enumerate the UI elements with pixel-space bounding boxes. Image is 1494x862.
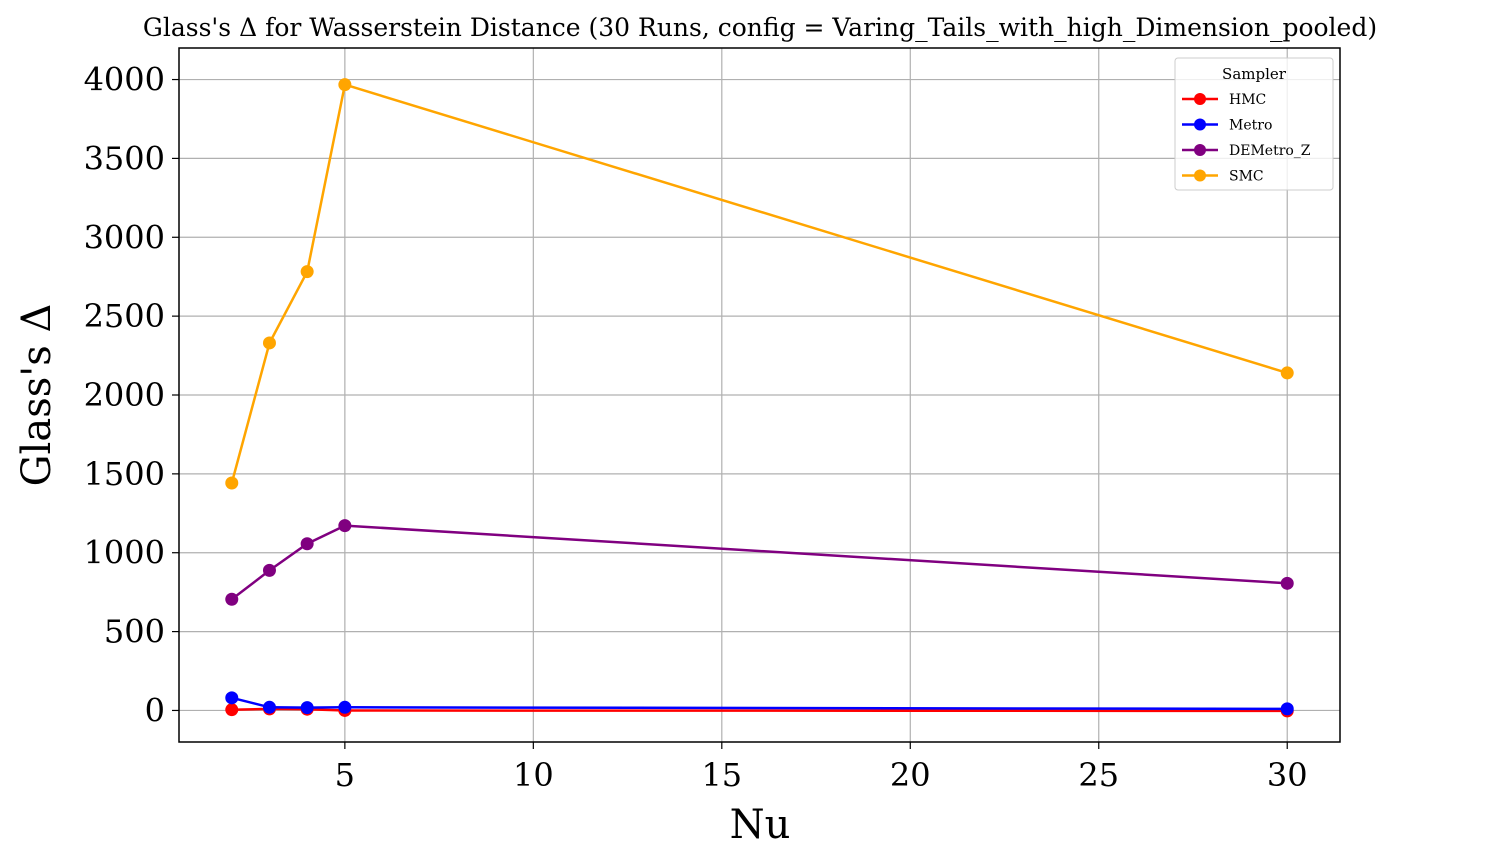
x-tick-label: 25 (1078, 756, 1119, 794)
data-point-demetro-z (262, 563, 276, 577)
x-tick-label: 15 (701, 756, 742, 794)
series-hmc (225, 702, 1294, 718)
data-point-demetro-z (338, 519, 352, 533)
data-point-demetro-z (225, 592, 239, 606)
legend-box (1174, 57, 1334, 191)
data-point-metro (262, 700, 276, 714)
legend: Sampler HMC Metro DEMetro_Z SMC (1174, 57, 1334, 191)
x-tick-label: 5 (335, 756, 355, 794)
y-tick-label: 2000 (84, 376, 165, 414)
chart-title: Glass's Δ for Wasserstein Distance (30 R… (143, 13, 1377, 42)
series-line-smc (230, 83, 1288, 484)
legend-item-hmc: HMC (1182, 92, 1266, 108)
legend-marker (1194, 144, 1206, 156)
legend-marker (1194, 93, 1206, 105)
data-point-smc (300, 265, 314, 279)
legend-label: SMC (1229, 169, 1264, 185)
legend-label: DEMetro_Z (1229, 143, 1311, 159)
y-tick-label: 4000 (84, 61, 165, 99)
series-line-demetro-z (231, 524, 1288, 601)
y-tick-label: 3500 (84, 139, 165, 177)
legend-label: HMC (1229, 92, 1266, 108)
data-point-metro (1280, 702, 1294, 716)
legend-item-metro: Metro (1182, 118, 1272, 134)
data-point-demetro-z (1280, 576, 1294, 590)
y-tick-label: 3000 (84, 218, 165, 256)
data-point-smc (262, 336, 276, 350)
x-tick-label: 10 (513, 756, 554, 794)
series-demetro-z (225, 519, 1294, 606)
data-point-demetro-z (300, 537, 314, 551)
y-axis-label: Glass's Δ (14, 304, 60, 487)
data-point-smc (338, 78, 352, 92)
y-tick-label: 0 (145, 691, 165, 729)
y-tick-label: 1000 (84, 534, 165, 572)
data-point-smc (225, 476, 239, 490)
y-tick-label: 500 (104, 613, 165, 651)
y-axis-ticks: 0 500 1000 1500 2000 2500 3000 3500 4000 (84, 61, 179, 729)
data-point-metro (225, 691, 239, 705)
x-tick-label: 20 (890, 756, 931, 794)
x-axis-label: Nu (730, 802, 791, 848)
data-point-hmc (225, 703, 239, 717)
series-line-metro (231, 696, 1288, 711)
legend-items: HMC Metro DEMetro_Z SMC (1182, 92, 1311, 185)
legend-item-demetro-z: DEMetro_Z (1182, 143, 1311, 159)
legend-marker (1194, 169, 1206, 182)
legend-marker (1194, 118, 1206, 131)
series-metro (225, 691, 1294, 716)
data-point-metro (300, 701, 314, 715)
series-smc (225, 78, 1294, 490)
legend-item-smc: SMC (1182, 169, 1264, 185)
legend-title: Sampler (1222, 65, 1287, 83)
series-layer (225, 78, 1294, 718)
grid-lines (179, 48, 1340, 742)
x-tick-label: 30 (1267, 756, 1308, 794)
y-tick-label: 1500 (84, 455, 165, 493)
data-point-smc (1280, 366, 1294, 380)
y-tick-label: 2500 (84, 297, 165, 335)
data-point-metro (338, 700, 352, 714)
x-axis-ticks: 5 10 15 20 25 30 (335, 742, 1308, 794)
legend-label: Metro (1229, 118, 1272, 134)
